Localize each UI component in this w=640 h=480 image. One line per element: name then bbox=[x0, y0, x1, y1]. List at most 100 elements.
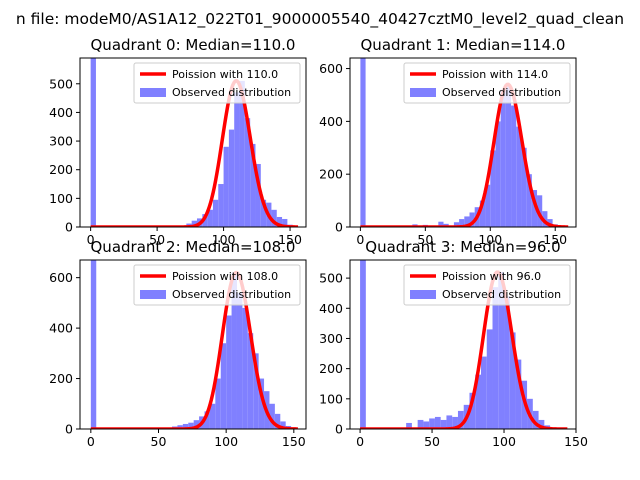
y-tick-label: 200 bbox=[319, 361, 343, 376]
histogram-bar bbox=[423, 421, 430, 429]
axes-frame bbox=[79, 259, 307, 430]
histogram-bar bbox=[282, 218, 288, 227]
histogram-bar bbox=[90, 58, 96, 227]
histogram-bar bbox=[182, 423, 189, 429]
legend-patch-swatch bbox=[410, 88, 436, 97]
legend-patch-swatch bbox=[140, 290, 166, 299]
y-tick-label: 300 bbox=[319, 331, 343, 346]
histogram-bar bbox=[220, 343, 227, 429]
histogram-bar bbox=[486, 329, 493, 429]
quadrant-panel-1: Quadrant 1: Median=114.0 0 50 100 150 0 200 400… bbox=[319, 36, 577, 247]
x-tick-label: 50 bbox=[149, 232, 165, 247]
legend: Poission with 108.0 Observed distribution bbox=[133, 264, 301, 306]
histogram-bar bbox=[495, 121, 501, 227]
legend-label: Poission with 114.0 bbox=[442, 68, 548, 81]
histogram-bar bbox=[492, 287, 499, 429]
histogram-bar bbox=[188, 422, 194, 429]
y-tick-label: 200 bbox=[49, 371, 73, 386]
histogram-bar bbox=[204, 411, 210, 429]
histogram-bar bbox=[260, 199, 267, 227]
legend-box bbox=[403, 264, 571, 306]
histogram-bar bbox=[250, 143, 256, 227]
poisson-curve bbox=[359, 82, 569, 227]
histogram-bar bbox=[521, 147, 527, 227]
x-tick-label: 100 bbox=[214, 434, 238, 449]
y-tick-label: 100 bbox=[319, 391, 343, 406]
histogram-bar bbox=[236, 292, 243, 429]
panel-title: Quadrant 0: Median=110.0 bbox=[91, 36, 296, 54]
quadrant-panel-0: Quadrant 0: Median=110.0 0 50 100 150 0 100 200… bbox=[49, 36, 307, 247]
histogram-bar bbox=[429, 418, 435, 429]
legend-box bbox=[403, 62, 571, 104]
x-tick-label: 150 bbox=[278, 232, 302, 247]
histogram-bar bbox=[505, 84, 512, 227]
x-tick-label: 100 bbox=[478, 232, 502, 247]
panel-title: Quadrant 1: Median=114.0 bbox=[361, 36, 566, 54]
y-tick-label: 200 bbox=[319, 167, 343, 182]
histogram-bar bbox=[446, 415, 453, 429]
histogram-bar bbox=[234, 92, 240, 227]
histogram-bar bbox=[269, 403, 275, 429]
histogram-bar bbox=[434, 416, 441, 429]
histogram-bar bbox=[209, 403, 216, 429]
axes-frame bbox=[79, 57, 307, 228]
histogram-bar bbox=[417, 419, 424, 429]
histogram-bar bbox=[515, 359, 522, 429]
y-tick-label: 300 bbox=[49, 134, 73, 149]
x-tick-label: 0 bbox=[356, 434, 364, 449]
histogram-bar bbox=[440, 419, 447, 429]
histogram-bar bbox=[271, 209, 277, 227]
figure-suptitle: n file: modeM0/AS1A12_022T01_9000005540_… bbox=[16, 10, 624, 29]
histogram-bar bbox=[547, 219, 553, 227]
histogram-bar bbox=[504, 296, 510, 429]
histogram-bar bbox=[228, 129, 235, 227]
histogram-bar bbox=[479, 200, 486, 227]
legend: Poission with 110.0 Observed distribution bbox=[133, 62, 301, 104]
panel-title: Quadrant 3: Median=96.0 bbox=[365, 238, 560, 256]
histogram-bar bbox=[212, 199, 219, 227]
poisson-curve bbox=[359, 270, 568, 429]
quadrant-panel-3: Quadrant 3: Median=96.0 0 50 100 150 0 100 200 3… bbox=[319, 238, 588, 449]
x-tick-label: 50 bbox=[417, 232, 433, 247]
histogram-bar bbox=[253, 353, 259, 429]
plot-area bbox=[90, 58, 299, 227]
x-tick-label: 100 bbox=[492, 434, 516, 449]
y-tick-label: 400 bbox=[319, 301, 343, 316]
legend-box bbox=[133, 264, 301, 306]
histogram-bar bbox=[532, 410, 539, 429]
y-tick-label: 400 bbox=[49, 105, 73, 120]
plot-area bbox=[359, 260, 568, 429]
x-tick-label: 0 bbox=[87, 434, 95, 449]
legend-box bbox=[133, 62, 301, 104]
plot-area bbox=[359, 58, 569, 227]
histogram-bar bbox=[531, 190, 538, 227]
histogram-bar bbox=[464, 216, 470, 227]
histogram-bar bbox=[244, 118, 251, 227]
histogram-bar bbox=[177, 425, 183, 429]
histogram-bar bbox=[280, 421, 286, 429]
histogram-bar bbox=[276, 216, 283, 227]
plot-area bbox=[90, 260, 299, 429]
histogram-bar bbox=[469, 392, 476, 429]
x-tick-label: 150 bbox=[282, 434, 306, 449]
legend: Poission with 114.0 Observed distribution bbox=[403, 62, 571, 104]
y-tick-label: 0 bbox=[65, 422, 73, 437]
histogram-bar bbox=[360, 58, 366, 227]
x-tick-label: 0 bbox=[356, 232, 364, 247]
histogram-bar bbox=[526, 174, 532, 227]
quadrant-panel-2: Quadrant 2: Median=108.0 0 50 100 150 0 200 400… bbox=[49, 238, 307, 449]
histogram-bar bbox=[193, 420, 200, 429]
y-tick-label: 600 bbox=[49, 270, 73, 285]
histogram-bar bbox=[218, 184, 224, 227]
axes-frame bbox=[349, 259, 577, 430]
legend-label: Observed distribution bbox=[172, 86, 291, 99]
legend: Poission with 96.0 Observed distribution bbox=[403, 264, 571, 306]
y-tick-label: 0 bbox=[65, 220, 73, 235]
histogram-bar bbox=[438, 221, 444, 227]
x-tick-label: 50 bbox=[424, 434, 440, 449]
y-tick-label: 500 bbox=[319, 271, 343, 286]
legend-label: Poission with 108.0 bbox=[172, 270, 278, 283]
histogram-bar bbox=[542, 211, 548, 227]
histogram-bar bbox=[90, 260, 97, 429]
